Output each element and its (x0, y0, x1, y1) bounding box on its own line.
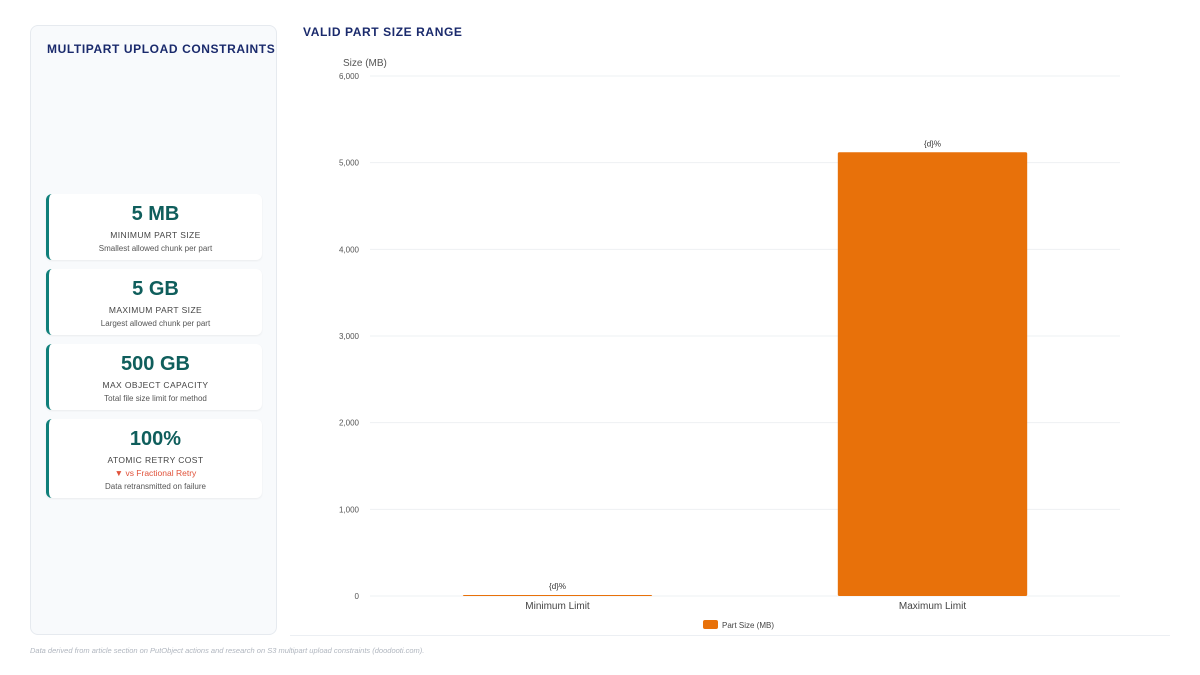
bar-data-label: {d}% (549, 582, 566, 591)
kpi-label: MINIMUM PART SIZE (110, 230, 201, 240)
kpi-trend: ▼ vs Fractional Retry (114, 468, 197, 478)
kpi-value: 500 GB (121, 353, 190, 375)
y-tick-label: 2,000 (339, 419, 360, 428)
kpi-label: MAX OBJECT CAPACITY (102, 380, 209, 390)
kpi-subtext: Largest allowed chunk per part (100, 319, 211, 328)
bar (837, 152, 1028, 596)
legend-label: Part Size (MB) (722, 621, 774, 630)
kpi-subtext: Smallest allowed chunk per part (98, 244, 213, 253)
kpi-subtext: Data retransmitted on failure (105, 482, 206, 491)
kpi-label: MAXIMUM PART SIZE (108, 305, 203, 315)
kpi-value: 5 GB (132, 278, 179, 300)
kpi-value: 5 MB (131, 203, 180, 225)
bar-chart: Size (MB) 0 1,000 2,000 3,000 4,000 5,000 6,000… (339, 58, 1120, 630)
footnote: Data derived from article section on Put… (30, 646, 425, 655)
y-tick-label: 4,000 (339, 245, 360, 254)
divider (290, 635, 1170, 636)
bar-data-label: {d}% (924, 139, 941, 148)
kpi-value: 100% (129, 428, 182, 450)
kpi-label: ATOMIC RETRY COST (107, 455, 204, 465)
kpi-list: 5 MB MINIMUM PART SIZE Smallest allowed … (46, 194, 262, 507)
y-tick-label: 3,000 (339, 332, 360, 341)
kpi-card-min-part: 5 MB MINIMUM PART SIZE Smallest allowed … (46, 194, 262, 260)
chart-title: VALID PART SIZE RANGE (303, 25, 463, 39)
kpi-card-max-part: 5 GB MAXIMUM PART SIZE Largest allowed c… (46, 269, 262, 335)
x-tick-label: Maximum Limit (899, 601, 966, 612)
y-axis-label: Size (MB) (343, 58, 387, 69)
y-tick-label: 0 (355, 592, 360, 601)
y-tick-label: 5,000 (339, 159, 360, 168)
y-tick-label: 1,000 (339, 505, 360, 514)
bar (462, 595, 653, 596)
x-tick-label: Minimum Limit (525, 601, 590, 612)
y-tick-label: 6,000 (339, 72, 360, 81)
kpi-card-retry-cost: 100% ATOMIC RETRY COST ▼ vs Fractional R… (46, 419, 262, 498)
kpi-card-max-object: 500 GB MAX OBJECT CAPACITY Total file si… (46, 344, 262, 410)
sidebar-title: MULTIPART UPLOAD CONSTRAINTS (47, 42, 276, 56)
legend-swatch (703, 620, 718, 629)
kpi-sidebar: MULTIPART UPLOAD CONSTRAINTS 5 MB MINIMU… (30, 25, 277, 635)
kpi-subtext: Total file size limit for method (104, 394, 207, 403)
